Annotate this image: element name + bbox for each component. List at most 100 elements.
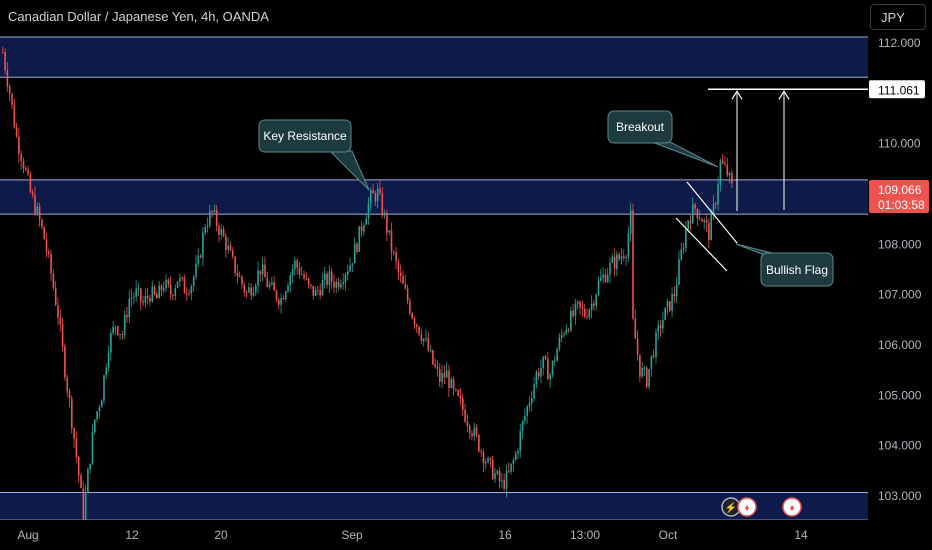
candle-body [25, 168, 27, 170]
flag-upper-line [686, 181, 738, 244]
candle-body [206, 225, 209, 228]
candle-body [172, 295, 174, 297]
candle-body [367, 203, 370, 219]
candle-body [662, 320, 664, 329]
candle-body [409, 300, 411, 314]
candle-body [52, 273, 55, 288]
candle-body [620, 256, 623, 260]
candle-body [609, 262, 611, 275]
y-axis: 112.000 110.000 108.000 107.000 106.000 105.0… [868, 0, 932, 550]
candle-body [294, 260, 296, 270]
candle-body [167, 279, 170, 285]
candle-body [48, 251, 50, 254]
candle-body [443, 373, 446, 378]
zone-rect [0, 179, 868, 215]
candle-body [61, 323, 64, 347]
candle-body [597, 280, 600, 295]
candle-body [434, 364, 436, 367]
currency-button[interactable]: JPY [870, 4, 926, 30]
candle-body [406, 288, 409, 301]
candle-body [383, 212, 386, 216]
y-tick-label: 105.000 [878, 388, 922, 402]
candle-body [374, 193, 377, 202]
target-price-tag [869, 80, 925, 99]
candle-body [636, 338, 639, 355]
candle-body [611, 256, 614, 263]
candle-body [397, 261, 400, 273]
candle-body [34, 194, 36, 214]
candle-body [648, 368, 650, 387]
candle-body [153, 286, 156, 294]
candle-body [188, 293, 190, 295]
candle-body [448, 370, 450, 389]
candle-body [142, 301, 144, 303]
candle-body [491, 459, 494, 480]
candle-body [475, 427, 478, 435]
candle-body [298, 267, 301, 275]
y-tick-label: 108.000 [878, 237, 922, 251]
candle-body [590, 303, 593, 310]
candle-body [708, 222, 710, 241]
candle-body [480, 451, 482, 453]
x-tick-label: 20 [214, 528, 228, 542]
candle-body [103, 375, 105, 401]
candle-body [360, 226, 363, 232]
flag-lower-line [675, 217, 728, 272]
candle-body [399, 272, 402, 276]
zone-rect [0, 36, 868, 78]
candle-body [508, 470, 510, 472]
canada-flag-icon-glyph: ♦ [744, 503, 749, 514]
candle-body [593, 303, 595, 306]
candle-body [358, 226, 361, 252]
candle-body [687, 220, 689, 230]
candle-body [639, 354, 641, 377]
candle-body [255, 285, 257, 293]
candle-body [27, 169, 29, 175]
x-tick-label: 16 [498, 528, 512, 542]
candle-body [464, 409, 466, 422]
candle-body [455, 389, 457, 391]
candle-body [478, 434, 480, 452]
candle-body [524, 416, 526, 422]
candle-body [257, 270, 259, 286]
candle-body [307, 278, 310, 285]
candle-body [204, 227, 206, 233]
candle-body [521, 421, 524, 431]
candle-body [261, 264, 264, 275]
candle-body [643, 367, 646, 369]
candle-body [577, 301, 579, 304]
candle-body [351, 263, 354, 266]
canada-flag-icon: ♦ [737, 497, 757, 517]
candle-body [114, 326, 117, 328]
candle-body [199, 255, 202, 258]
countdown-label: 01:03:58 [878, 198, 925, 212]
candle-body [264, 264, 266, 278]
candle-body [337, 281, 340, 288]
candle-body [586, 316, 588, 318]
current-price-tag [869, 180, 929, 213]
candle-body [390, 230, 393, 252]
candle-body [140, 288, 142, 302]
candle-body [519, 430, 522, 451]
candle-body [565, 329, 568, 334]
candle-body [669, 301, 671, 311]
candle-body [694, 204, 696, 209]
candle-body [517, 450, 519, 454]
candle-body [234, 256, 236, 273]
candle-body [165, 279, 167, 289]
candle-body [395, 252, 397, 262]
candle-body [583, 308, 586, 317]
candle-body [422, 338, 425, 342]
candle-body [365, 218, 367, 225]
candle-body [567, 329, 570, 331]
callout-text: Breakout [616, 120, 665, 134]
candle-body [273, 282, 275, 291]
candle-body [112, 326, 114, 334]
x-tick-label: 12 [125, 528, 139, 542]
canada-flag-icon: ♦ [782, 497, 802, 517]
candle-body [715, 203, 717, 205]
candle-body [43, 227, 45, 240]
candle-body [579, 301, 581, 308]
x-tick-label: Sep [341, 528, 363, 542]
candle-body [342, 282, 344, 285]
